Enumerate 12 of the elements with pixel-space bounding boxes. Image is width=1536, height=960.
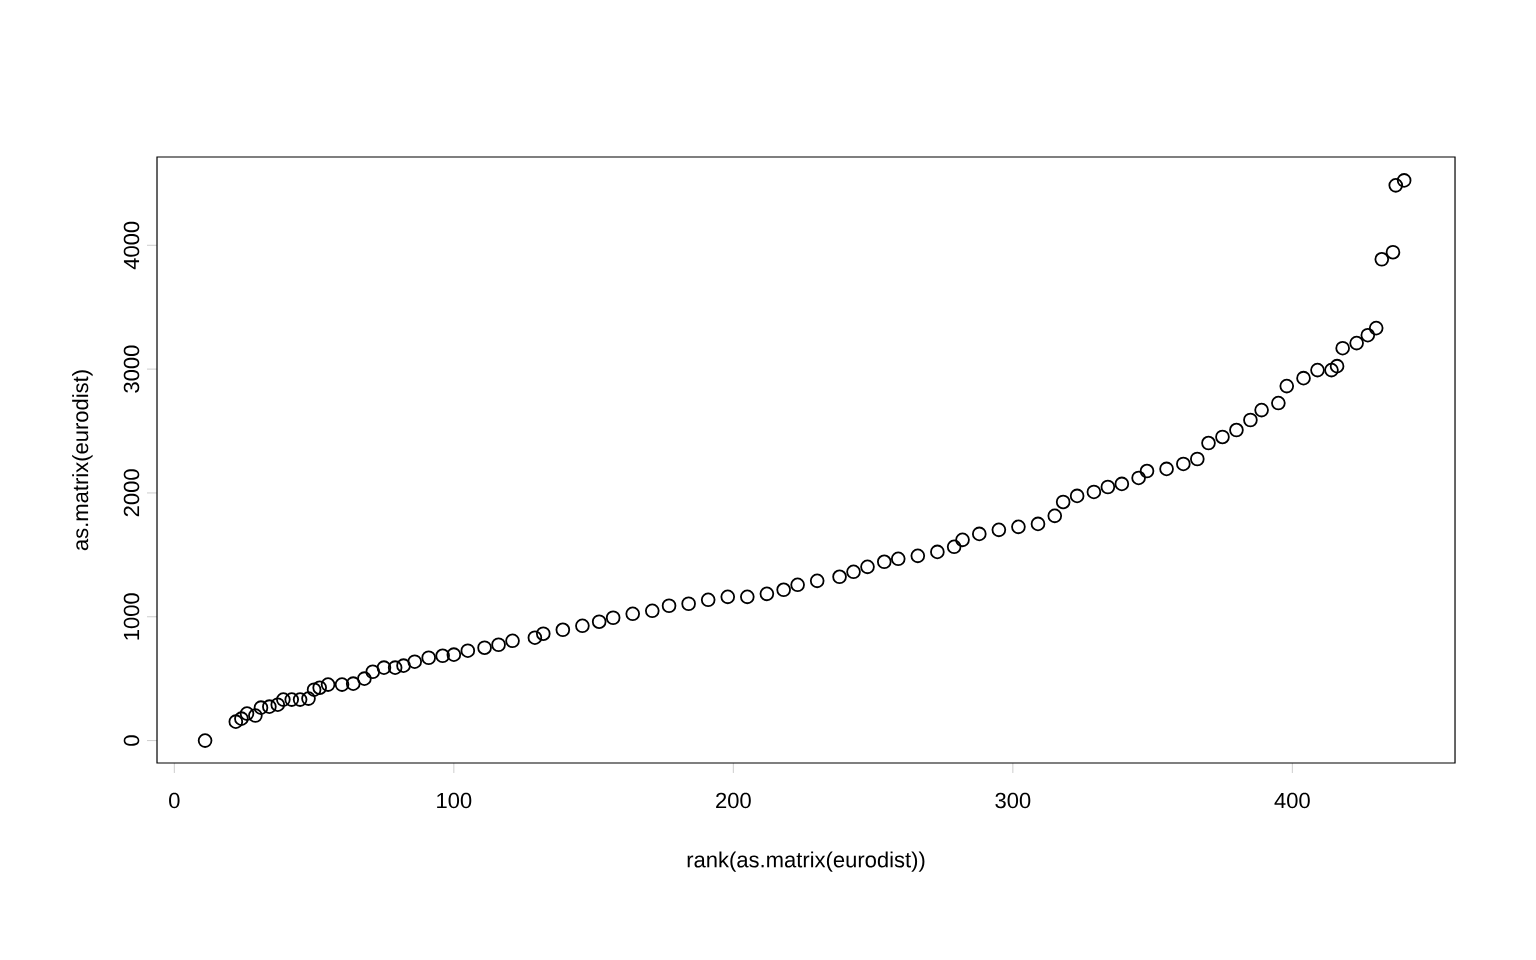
y-tick-label: 3000 <box>123 345 140 393</box>
y-tick-label: 4000 <box>123 221 140 270</box>
x-tick-label: 300 <box>995 792 1031 809</box>
y-tick-label: 1000 <box>123 593 140 640</box>
y-tick-label: 0 <box>123 735 140 746</box>
x-tick-label: 400 <box>1274 792 1310 809</box>
y-axis-title: as.matrix(eurodist) <box>72 370 93 551</box>
x-tick-label: 0 <box>169 792 180 809</box>
x-tick-label: 200 <box>716 792 751 809</box>
x-axis-title: rank(as.matrix(eurodist)) <box>687 851 925 872</box>
x-tick-label: 100 <box>437 792 472 809</box>
y-tick-label: 2000 <box>123 469 140 517</box>
